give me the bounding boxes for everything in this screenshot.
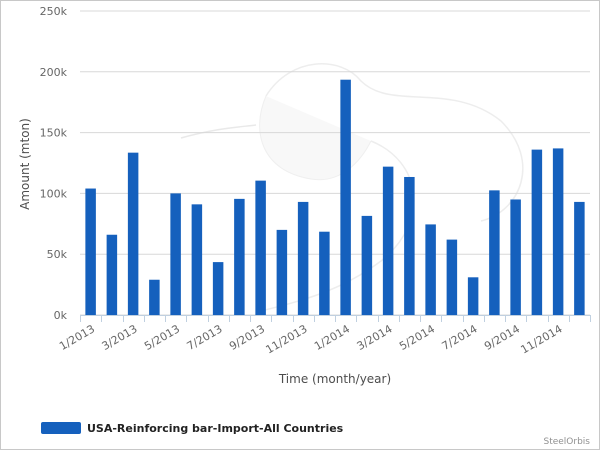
bar[interactable] <box>531 149 543 315</box>
bar[interactable] <box>552 148 564 315</box>
x-tick-label: 1/2013 <box>57 322 97 353</box>
bar[interactable] <box>191 204 203 315</box>
bar[interactable] <box>574 201 585 315</box>
x-tick-label: 1/2014 <box>312 322 352 353</box>
watermark-logo <box>180 63 524 312</box>
x-axis <box>80 315 591 322</box>
bar[interactable] <box>510 199 521 315</box>
bar[interactable] <box>319 231 330 315</box>
y-tick-label: 150k <box>40 127 68 140</box>
credit-label: SteelOrbis <box>543 437 590 447</box>
bar[interactable] <box>404 176 415 315</box>
legend[interactable]: USA-Reinforcing bar-Import-All Countries <box>41 422 344 435</box>
bar[interactable] <box>127 152 139 315</box>
x-tick-label: 11/2014 <box>519 322 565 356</box>
x-tick-label: 3/2014 <box>355 322 395 353</box>
y-tick-label: 200k <box>40 66 68 79</box>
y-tick-label: 250k <box>40 5 68 18</box>
bar[interactable] <box>234 198 245 315</box>
y-tick-label: 100k <box>40 187 68 200</box>
bar[interactable] <box>297 201 309 315</box>
y-axis-title: Amount (mton) <box>18 118 32 210</box>
bar[interactable] <box>276 229 288 315</box>
bar[interactable] <box>446 239 458 315</box>
x-tick-label: 5/2014 <box>397 322 437 353</box>
bar[interactable] <box>382 166 394 315</box>
bar[interactable] <box>85 188 96 315</box>
x-tick-label: 11/2013 <box>264 322 310 356</box>
x-tick-label: 7/2013 <box>185 322 225 353</box>
y-axis-ticks: 0k 50k 100k 150k 200k 250k <box>40 5 68 322</box>
bar[interactable] <box>361 215 373 315</box>
y-tick-label: 50k <box>47 248 68 261</box>
x-tick-label: 5/2013 <box>142 322 182 353</box>
x-tick-label: 3/2013 <box>100 322 140 353</box>
bar[interactable] <box>255 180 266 315</box>
bar[interactable] <box>489 190 500 315</box>
bar-series <box>85 79 585 315</box>
x-tick-label: 7/2014 <box>440 322 480 353</box>
bar[interactable] <box>149 279 160 315</box>
bar[interactable] <box>340 79 351 315</box>
x-axis-title: Time (month/year) <box>278 372 391 386</box>
legend-swatch <box>41 422 81 434</box>
bar[interactable] <box>106 234 118 315</box>
bar[interactable] <box>170 193 181 315</box>
x-tick-label: 9/2013 <box>227 322 267 353</box>
x-tick-label: 9/2014 <box>482 322 522 353</box>
y-tick-label: 0k <box>54 309 68 322</box>
bar[interactable] <box>212 262 224 315</box>
bar[interactable] <box>467 277 479 315</box>
bar[interactable] <box>425 224 436 315</box>
legend-label: USA-Reinforcing bar-Import-All Countries <box>87 422 344 435</box>
